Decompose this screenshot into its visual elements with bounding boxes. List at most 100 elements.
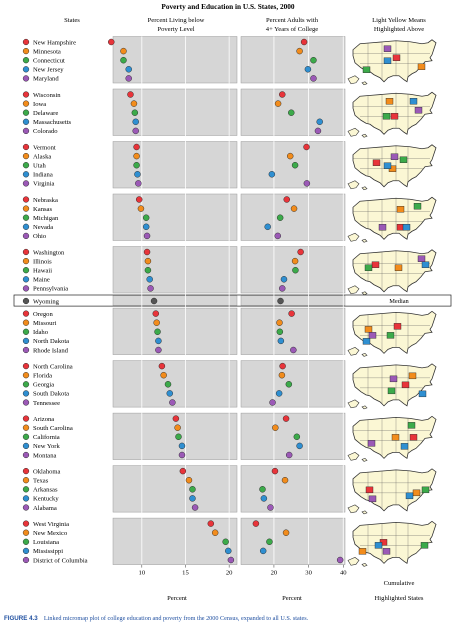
micromap-group-3 — [347, 144, 437, 191]
legend-dot-idaho — [22, 328, 30, 335]
highlight-south-dakota — [418, 390, 427, 398]
college-point-michigan — [276, 214, 284, 221]
college-point-florida — [278, 371, 286, 379]
poverty-group-panel — [112, 360, 238, 408]
state-label-oklahoma: Oklahoma — [33, 468, 61, 475]
legend-dot-district-of-columbia — [22, 556, 30, 564]
map-footer-line1: Cumulative — [384, 580, 415, 587]
poverty-point-arizona — [172, 415, 180, 422]
highlight-california — [407, 422, 416, 429]
legend-dot-south-carolina — [22, 424, 30, 431]
alaska-inset — [347, 285, 360, 295]
highlight-montana — [367, 440, 376, 447]
state-label-south-dakota: South Dakota — [33, 391, 69, 398]
map-header-line1: Light Yellow Means — [372, 17, 426, 24]
poverty-point-louisiana — [222, 538, 229, 546]
poverty-point-georgia — [164, 381, 172, 388]
college-group-panel — [240, 412, 346, 460]
state-label-nevada: Nevada — [33, 224, 53, 231]
poverty-tick-label: 20 — [226, 570, 233, 577]
college-point-montana — [285, 451, 293, 459]
poverty-tick-label: 15 — [182, 570, 189, 577]
state-label-kansas: Kansas — [33, 206, 52, 213]
college-point-west-virginia — [252, 520, 260, 527]
poverty-point-alabama — [191, 504, 199, 511]
highlight-new-mexico — [358, 548, 367, 555]
hawaii-inset — [361, 291, 368, 296]
legend-dot-alabama — [22, 504, 30, 511]
poverty-point-indiana — [134, 171, 141, 178]
highlight-michigan — [413, 203, 422, 210]
state-label-wisconsin: Wisconsin — [33, 92, 61, 99]
legend-dot-oklahoma — [22, 467, 30, 475]
college-point-north-carolina — [279, 362, 286, 370]
state-label-alabama: Alabama — [33, 505, 57, 512]
college-group-panel — [240, 36, 346, 84]
state-label-michigan: Michigan — [33, 215, 59, 222]
college-point-missouri — [276, 319, 283, 326]
legend-dot-nevada — [22, 223, 30, 230]
legend-dot-california — [22, 433, 30, 440]
median-row-frame — [13, 294, 452, 307]
college-tick-label: 40 — [340, 570, 347, 577]
poverty-point-oregon — [152, 310, 160, 317]
alaska-inset — [347, 232, 360, 242]
alaska-inset — [347, 75, 360, 85]
legend-dot-hawaii — [22, 267, 30, 274]
poverty-point-hawaii — [144, 266, 152, 274]
college-median-panel — [240, 295, 346, 306]
poverty-point-wyoming — [150, 297, 158, 305]
legend-dot-north-carolina — [22, 362, 30, 370]
state-label-new-york: New York — [33, 443, 60, 450]
micromap-group-8 — [347, 363, 437, 410]
highlight-utah — [399, 156, 408, 163]
gridlines — [141, 36, 344, 565]
highlight-north-dakota — [362, 338, 371, 345]
state-label-washington: Washington — [33, 249, 65, 256]
highlight-ohio — [378, 224, 387, 231]
legend-dot-maryland — [22, 75, 30, 82]
state-label-west-virginia: West Virginia — [33, 521, 69, 528]
state-label-indiana: Indiana — [33, 172, 53, 179]
college-point-tennessee — [269, 399, 276, 406]
state-label-mississippi: Mississippi — [33, 548, 63, 555]
legend-dot-arkansas — [22, 486, 30, 493]
college-point-iowa — [274, 100, 282, 107]
poverty-point-pennsylvania — [147, 285, 154, 292]
college-header-line2: 4+ Years of College — [266, 26, 319, 33]
state-label-district-of-columbia: District of Columbia — [33, 557, 88, 564]
state-label-new-mexico: New Mexico — [33, 530, 68, 537]
hawaii-inset — [361, 186, 368, 191]
college-point-minnesota — [296, 47, 303, 55]
college-point-district-of-columbia — [336, 556, 344, 564]
college-point-massachusetts — [316, 118, 323, 126]
micromap-group-2 — [347, 91, 437, 138]
highlight-florida — [408, 372, 417, 380]
highlight-georgia — [387, 387, 396, 395]
poverty-group-panel — [112, 517, 238, 565]
poverty-median-panel — [112, 295, 238, 306]
college-point-vermont — [303, 143, 310, 151]
legend-dot-ohio — [22, 232, 30, 240]
state-label-louisiana: Louisiana — [33, 539, 59, 546]
legend-dot-indiana — [22, 171, 30, 178]
alaska-inset — [347, 557, 360, 566]
highlight-arkansas — [421, 486, 430, 494]
highlight-mississippi — [374, 542, 383, 549]
state-label-new-hampshire: New Hampshire — [33, 39, 76, 46]
highlight-alabama — [368, 495, 377, 503]
college-point-arizona — [282, 415, 290, 422]
college-point-idaho — [276, 328, 284, 336]
poverty-group-panel — [112, 246, 238, 294]
micromap-group-7 — [347, 310, 437, 357]
state-label-delaware: Delaware — [33, 110, 58, 117]
college-point-maine — [280, 276, 288, 283]
states-header: States — [64, 17, 80, 24]
college-group-panel — [240, 360, 346, 408]
highlight-idaho — [386, 332, 395, 339]
college-tick-label: 20 — [271, 570, 278, 577]
legend-dot-new-mexico — [22, 529, 30, 536]
legend-dot-utah — [22, 162, 30, 169]
state-label-utah: Utah — [33, 163, 47, 170]
poverty-point-washington — [143, 248, 151, 256]
